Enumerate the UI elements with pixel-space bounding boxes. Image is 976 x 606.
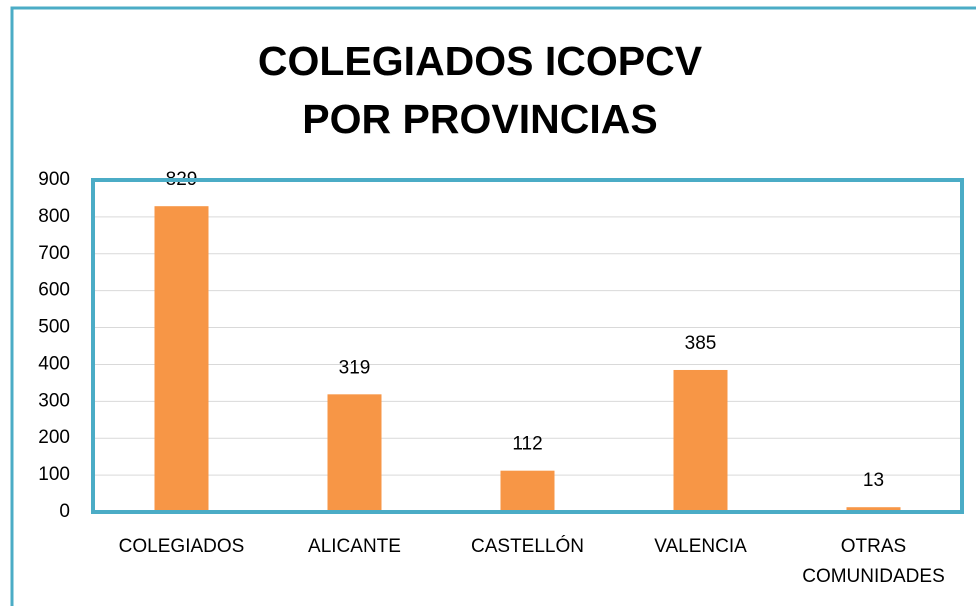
y-tick-label: 800 xyxy=(38,206,70,227)
bar xyxy=(154,206,209,513)
bar xyxy=(673,369,728,512)
y-tick-label: 200 xyxy=(38,427,70,448)
x-tick-label: CASTELLÓN xyxy=(471,536,584,557)
y-tick-label: 900 xyxy=(38,169,70,190)
data-label: 13 xyxy=(863,470,884,491)
y-tick-label: 600 xyxy=(38,280,70,301)
y-tick-label: 500 xyxy=(38,317,70,338)
chart-title: COLEGIADOS ICOPCV POR PROVINCIAS xyxy=(257,38,703,142)
x-tick-label: COLEGIADOS xyxy=(118,536,245,557)
x-tick-label: VALENCIA xyxy=(654,536,747,557)
x-tick-label: ALICANTE xyxy=(308,536,401,557)
y-tick-label: 100 xyxy=(38,464,70,485)
y-tick-label: 400 xyxy=(38,353,70,374)
data-label: 112 xyxy=(512,434,542,455)
bar xyxy=(327,394,382,512)
bar xyxy=(846,507,901,512)
data-label: 385 xyxy=(685,333,717,354)
data-label: 319 xyxy=(339,357,371,378)
chart-frame xyxy=(10,6,976,606)
x-tick-label: OTRAS COMUNIDADES xyxy=(802,536,945,587)
y-tick-label: 700 xyxy=(38,243,70,264)
plot-frame xyxy=(91,178,964,514)
y-tick-label: 0 xyxy=(59,501,70,522)
bar xyxy=(500,470,555,512)
y-tick-label: 300 xyxy=(38,390,70,411)
